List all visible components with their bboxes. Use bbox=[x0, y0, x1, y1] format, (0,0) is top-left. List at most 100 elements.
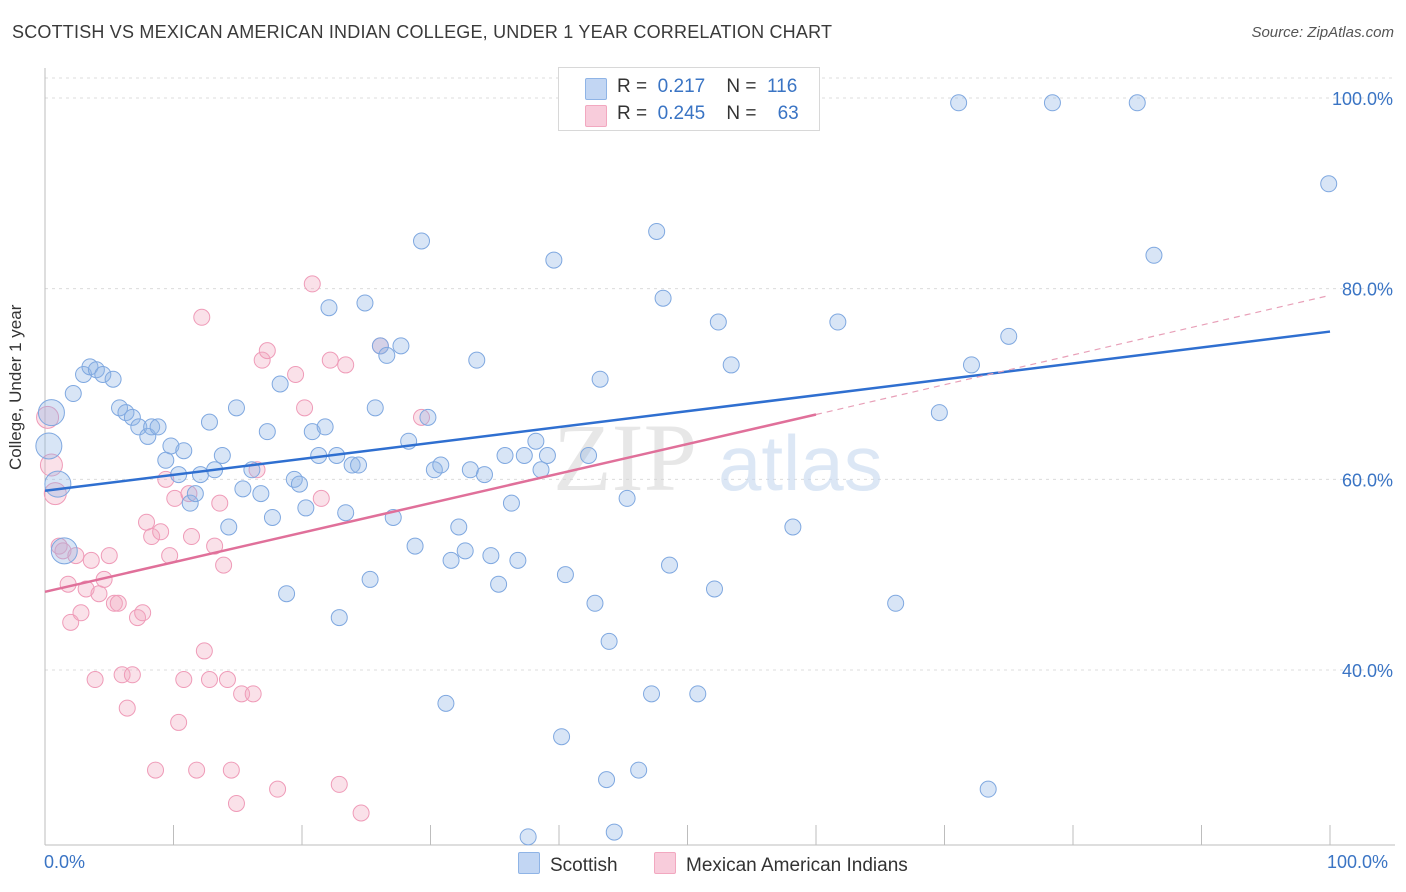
legend-r-scottish: 0.217 bbox=[657, 76, 706, 97]
chart-title: SCOTTISH VS MEXICAN AMERICAN INDIAN COLL… bbox=[12, 22, 833, 42]
source-label: Source: ZipAtlas.com bbox=[1251, 24, 1394, 41]
point-scottish bbox=[149, 418, 167, 436]
point-scottish bbox=[527, 432, 545, 450]
point-mexican bbox=[287, 365, 305, 383]
point-scottish bbox=[1128, 94, 1146, 112]
point-scottish bbox=[1043, 94, 1061, 112]
point-scottish bbox=[157, 451, 175, 469]
point-mexican bbox=[54, 542, 72, 560]
point-mexican bbox=[170, 713, 188, 731]
point-scottish bbox=[413, 232, 431, 250]
point-scottish bbox=[350, 456, 368, 474]
point-scottish bbox=[950, 94, 968, 112]
point-scottish bbox=[378, 346, 396, 364]
point-mexican bbox=[123, 666, 141, 684]
point-scottish bbox=[263, 508, 281, 526]
point-scottish bbox=[475, 466, 493, 484]
point-scottish bbox=[545, 251, 563, 269]
point-mexican bbox=[118, 699, 136, 717]
point-scottish bbox=[661, 556, 679, 574]
point-scottish bbox=[962, 356, 980, 374]
point-scottish bbox=[406, 537, 424, 555]
point-scottish bbox=[496, 447, 514, 464]
point-scottish bbox=[705, 580, 723, 598]
point-mexican bbox=[82, 551, 100, 569]
point-scottish bbox=[297, 499, 315, 517]
point-mexican bbox=[244, 685, 262, 703]
point-scottish bbox=[356, 294, 374, 312]
point-mexican bbox=[86, 671, 104, 689]
point-mexican bbox=[200, 671, 218, 689]
point-scottish bbox=[553, 728, 571, 746]
trend-scottish bbox=[44, 330, 1331, 493]
legend-swatch-scottish bbox=[585, 78, 607, 100]
y-tick-labels: 100.0% 80.0% 60.0% 40.0% bbox=[1332, 89, 1393, 681]
point-scottish bbox=[1145, 246, 1163, 264]
legend-swatch-mexican bbox=[585, 105, 607, 127]
point-mexican bbox=[100, 547, 118, 565]
point-mexican bbox=[296, 399, 314, 417]
watermark-atlas: atlas bbox=[718, 419, 883, 507]
trend-mexican-extension bbox=[815, 294, 1331, 416]
point-scottish bbox=[648, 222, 666, 240]
point-mexican bbox=[113, 666, 131, 684]
point-mexican bbox=[269, 780, 287, 798]
bottom-swatch-scottish bbox=[518, 852, 540, 874]
point-scottish bbox=[181, 494, 199, 512]
point-mexican bbox=[193, 308, 211, 326]
point-scottish bbox=[468, 351, 486, 369]
point-scottish bbox=[461, 461, 479, 479]
point-mexican bbox=[195, 642, 213, 660]
legend-n-scottish: 116 bbox=[767, 76, 798, 97]
point-scottish bbox=[437, 694, 455, 712]
point-mexican bbox=[105, 594, 123, 612]
point-scottish bbox=[556, 566, 574, 584]
point-scottish bbox=[722, 356, 740, 374]
legend-r-mexican: 0.245 bbox=[657, 103, 706, 124]
bottom-legend-mexican: Mexican American Indians bbox=[654, 852, 908, 877]
point-scottish bbox=[258, 423, 276, 441]
point-scottish bbox=[630, 761, 648, 779]
bottom-swatch-mexican bbox=[654, 852, 676, 874]
point-scottish bbox=[330, 609, 348, 627]
point-scottish bbox=[509, 551, 527, 569]
point-scottish bbox=[191, 466, 209, 484]
bottom-legend-scottish: Scottish bbox=[518, 852, 618, 877]
point-scottish bbox=[605, 823, 623, 841]
point-scottish bbox=[709, 313, 727, 331]
gridlines bbox=[45, 77, 1395, 671]
point-mexican bbox=[143, 528, 161, 546]
point-scottish bbox=[591, 370, 609, 388]
point-mexican bbox=[253, 351, 271, 369]
point-scottish bbox=[979, 780, 997, 798]
y-tick-label: 60.0% bbox=[1342, 470, 1393, 490]
point-scottish bbox=[186, 485, 204, 503]
point-scottish bbox=[930, 404, 948, 422]
point-mexican bbox=[312, 489, 330, 507]
point-scottish bbox=[515, 447, 533, 464]
point-scottish bbox=[392, 337, 410, 355]
x-tick-right: 100.0% bbox=[1327, 852, 1389, 872]
point-mexican bbox=[67, 547, 85, 565]
point-scottish bbox=[252, 485, 270, 503]
point-mexican bbox=[138, 513, 156, 531]
point-scottish bbox=[44, 470, 72, 498]
point-scottish bbox=[162, 437, 180, 455]
point-scottish bbox=[519, 828, 537, 846]
point-scottish bbox=[586, 594, 604, 612]
point-mexican bbox=[90, 585, 108, 603]
point-scottish bbox=[456, 542, 474, 560]
point-scottish bbox=[784, 518, 802, 536]
point-mexican bbox=[303, 275, 321, 293]
point-scottish bbox=[278, 585, 296, 603]
legend-text-scottish: R = 0.217 N = 116 bbox=[617, 76, 798, 97]
point-mexican bbox=[330, 775, 348, 793]
y-tick-label: 100.0% bbox=[1332, 89, 1393, 109]
legend-text-mexican: R = 0.245 N = 63 bbox=[617, 103, 799, 124]
point-mexican bbox=[233, 685, 251, 703]
point-scottish bbox=[200, 413, 218, 431]
point-scottish bbox=[887, 594, 905, 612]
point-scottish bbox=[37, 399, 65, 427]
point-mexican bbox=[36, 405, 60, 429]
point-scottish bbox=[538, 447, 556, 464]
